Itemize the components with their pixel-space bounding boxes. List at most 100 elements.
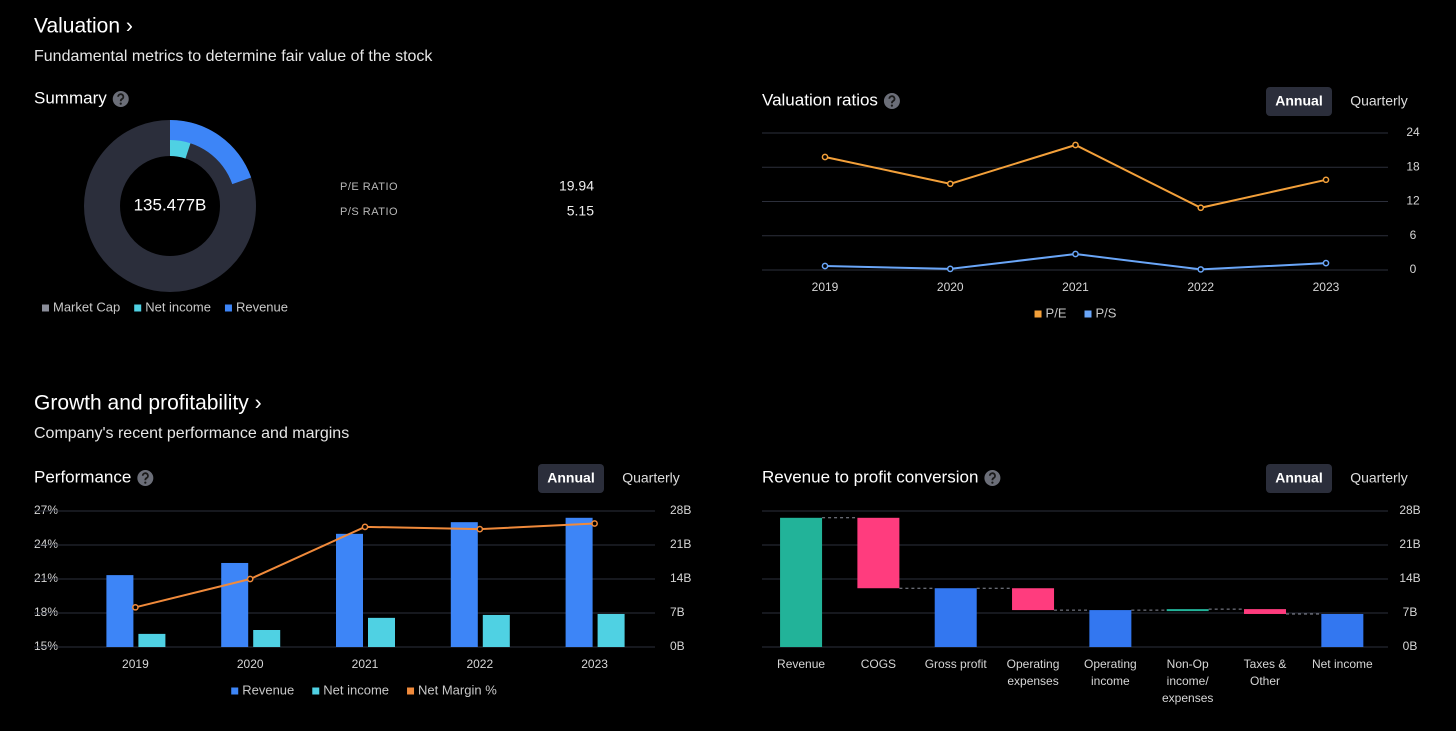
y-tick-label: 21%: [34, 571, 58, 585]
x-tick-label-box: Taxes & Other: [1243, 657, 1287, 688]
y-tick-label: 7B: [670, 605, 685, 619]
point: [821, 153, 829, 161]
donut-segment: [170, 138, 192, 159]
y-tick-label: 15%: [34, 639, 58, 653]
x-tick-label: 2021: [352, 657, 379, 671]
point: [1322, 259, 1330, 267]
donut-segment: [170, 120, 252, 185]
legend-label: P/S: [1096, 305, 1117, 320]
point: [1072, 141, 1079, 149]
x-tick-label-box: Net income: [1311, 657, 1373, 671]
chart-title: Summary: [34, 88, 107, 107]
y-tick-label: 7B: [1403, 605, 1418, 619]
x-tick-label-box: Revenue: [777, 657, 825, 671]
point: [476, 525, 484, 533]
bar: [106, 575, 134, 647]
point: [361, 523, 369, 531]
x-tick-label: Taxes & Other: [1243, 657, 1287, 688]
y-tick-label: 6: [1410, 228, 1417, 242]
waterfall-bar: [1089, 610, 1132, 647]
help-glyph: [141, 472, 149, 481]
legend-swatch: [224, 304, 232, 312]
legend-label: Market Cap: [53, 299, 120, 314]
waterfall-bar: [1244, 609, 1287, 614]
section-title[interactable]: Growth and profitability ›: [34, 392, 262, 415]
x-tick-label: Operating income: [1084, 657, 1137, 688]
help-icon[interactable]: [137, 470, 154, 486]
toggle-button[interactable]: Quarterly: [1350, 470, 1408, 486]
bar: [450, 522, 478, 647]
legend-swatch: [1034, 310, 1042, 318]
bar: [221, 562, 249, 647]
toggle-button[interactable]: Annual: [1275, 470, 1322, 486]
point: [1322, 176, 1330, 184]
donut-center-label: 135.477B: [134, 195, 207, 214]
help-icon[interactable]: [984, 470, 1001, 486]
x-tick-label-box: Operating income: [1084, 657, 1137, 688]
help-dot: [144, 481, 147, 484]
x-tick-label: Net income: [1311, 657, 1373, 671]
toggle-button[interactable]: Annual: [1275, 93, 1322, 109]
point: [1197, 266, 1205, 273]
y-tick-label: 18%: [34, 605, 58, 619]
x-tick-label: Operating expenses: [1006, 657, 1060, 688]
toggle-active[interactable]: [1266, 464, 1332, 493]
toggle-button[interactable]: Quarterly: [622, 470, 680, 486]
help-icon[interactable]: [112, 91, 129, 107]
y-tick-label: 28B: [1399, 503, 1420, 517]
toggle-button[interactable]: Quarterly: [1350, 93, 1408, 109]
legend-swatch: [312, 687, 320, 695]
y-tick-label: 0: [1410, 262, 1417, 276]
y-tick-label: 14B: [1399, 571, 1420, 585]
x-tick-label: 2023: [581, 657, 608, 671]
y-tick-label: 12: [1406, 194, 1420, 208]
help-dot: [991, 481, 994, 484]
help-dot: [890, 104, 894, 107]
chart-title: Performance: [34, 467, 131, 486]
toggle-active[interactable]: [538, 464, 604, 493]
help-dot: [119, 102, 122, 105]
y-tick-label: 21B: [1399, 537, 1420, 551]
bar: [253, 630, 281, 647]
section-title[interactable]: Valuation ›: [34, 15, 133, 38]
waterfall-bar: [934, 588, 977, 647]
legend-label: Net Margin %: [418, 682, 497, 697]
y-tick-label: 0B: [1403, 639, 1418, 653]
legend-label: Revenue: [236, 299, 288, 314]
x-tick-label: 2022: [466, 657, 493, 671]
legend-swatch: [407, 687, 415, 695]
x-tick-label: 2023: [1313, 280, 1340, 294]
x-tick-label: 2020: [937, 280, 964, 294]
legend-label: Revenue: [242, 682, 294, 697]
help-glyph: [117, 93, 125, 102]
legend-label: Net income: [323, 682, 389, 697]
legend-swatch: [231, 687, 239, 695]
legend-label: P/E: [1046, 305, 1067, 320]
metric-label: P/E RATIO: [340, 181, 398, 193]
toggle-active[interactable]: [1266, 87, 1332, 116]
bar: [597, 613, 625, 647]
y-tick-label: 21B: [670, 537, 691, 551]
legend-label: Net income: [145, 299, 211, 314]
section-subtitle: Fundamental metrics to determine fair va…: [34, 48, 433, 65]
waterfall-bar: [780, 517, 823, 647]
toggle-button[interactable]: Annual: [547, 470, 594, 486]
chart-title: Revenue to profit conversion: [762, 467, 978, 486]
point: [132, 603, 139, 611]
y-tick-label: 18: [1406, 159, 1420, 173]
point: [1197, 204, 1205, 212]
help-icon[interactable]: [883, 93, 900, 109]
x-tick-label-box: COGS: [861, 657, 896, 671]
x-tick-label: Non-Op income/ expenses: [1162, 657, 1214, 705]
y-tick-label: 28B: [670, 503, 691, 517]
waterfall-bar: [1166, 609, 1209, 612]
x-tick-label: 2020: [237, 657, 264, 671]
waterfall-bar: [1012, 588, 1055, 611]
y-tick-label: 24: [1406, 125, 1420, 139]
bar: [336, 533, 363, 647]
waterfall-bar: [857, 517, 900, 589]
point: [946, 265, 954, 273]
metric-value: 19.94: [559, 178, 594, 194]
